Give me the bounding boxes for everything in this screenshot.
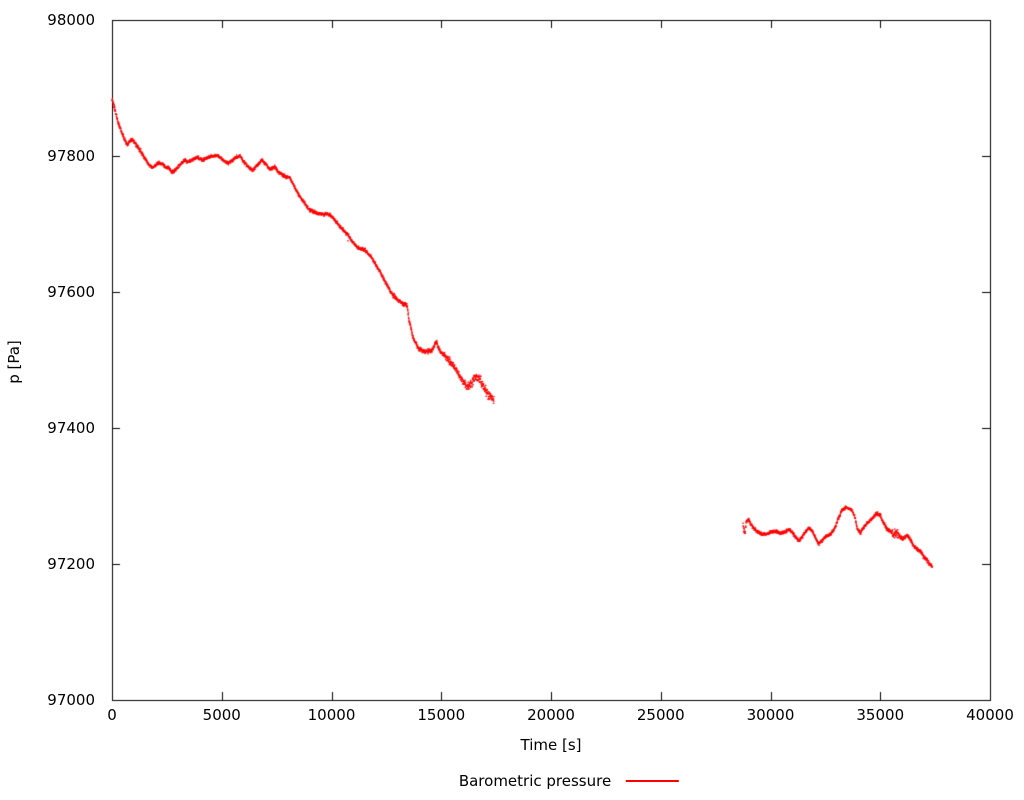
x-tick-label: 0: [107, 706, 117, 724]
legend: Barometric pressure: [458, 772, 680, 790]
x-tick-label: 10000: [307, 706, 356, 724]
legend-label: Barometric pressure: [458, 772, 612, 790]
y-axis-title: p [Pa]: [5, 340, 23, 384]
x-tick-label: 20000: [527, 706, 575, 724]
x-tick-label: 40000: [966, 706, 1014, 724]
y-tick-label: 97800: [47, 147, 95, 165]
x-tick-label: 30000: [746, 706, 795, 724]
x-tick-label: 15000: [417, 706, 466, 724]
y-tick-label: 97400: [47, 419, 95, 437]
y-tick-label: 98000: [47, 11, 95, 29]
x-tick-label: 25000: [636, 706, 685, 724]
y-tick-label: 97200: [47, 555, 95, 573]
x-tick-label: 5000: [202, 706, 241, 724]
y-tick-label: 97000: [47, 691, 95, 709]
x-tick-label: 35000: [856, 706, 905, 724]
legend-line-sample: [626, 780, 680, 782]
x-axis-title: Time [s]: [520, 736, 582, 754]
y-tick-label: 97600: [47, 283, 95, 301]
